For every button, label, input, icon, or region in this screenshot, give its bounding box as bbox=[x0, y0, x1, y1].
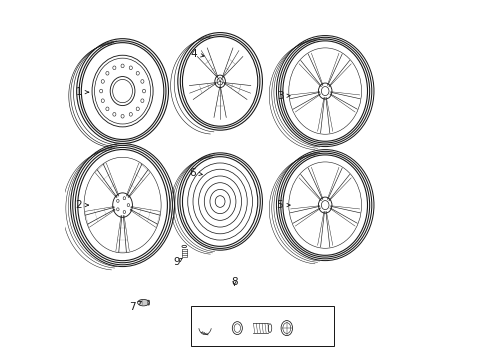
Text: 4: 4 bbox=[190, 49, 203, 59]
Text: 5: 5 bbox=[276, 200, 289, 210]
Bar bbox=[190, 306, 333, 346]
Text: 8: 8 bbox=[231, 277, 237, 287]
Text: 2: 2 bbox=[75, 200, 88, 210]
Text: 6: 6 bbox=[189, 168, 202, 178]
Text: 7: 7 bbox=[129, 301, 141, 312]
Text: 9: 9 bbox=[173, 257, 182, 267]
Text: 1: 1 bbox=[76, 87, 88, 97]
Text: 3: 3 bbox=[277, 91, 289, 101]
